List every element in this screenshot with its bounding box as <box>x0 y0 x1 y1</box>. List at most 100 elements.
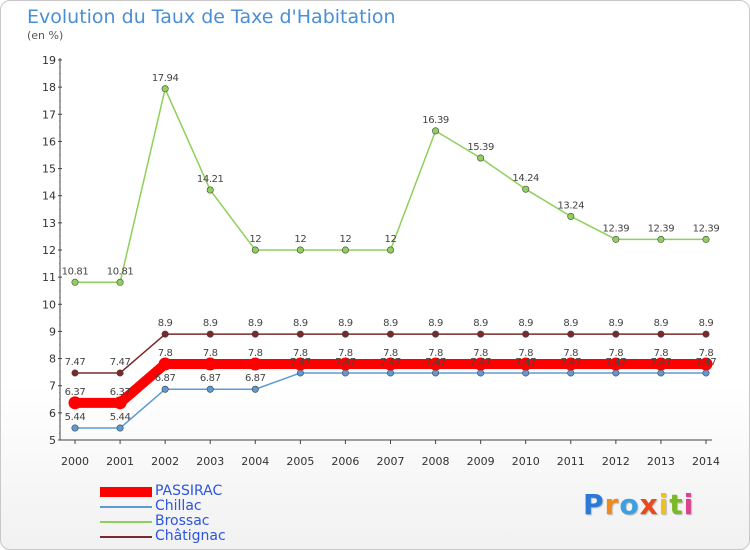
data-point <box>564 357 578 371</box>
legend-item: PASSIRAC <box>100 483 300 500</box>
data-label: 6.87 <box>200 373 221 384</box>
data-point <box>206 385 214 393</box>
proxiti-logo: Proxiti <box>583 488 695 521</box>
data-label: 7.47 <box>470 357 491 368</box>
data-label: 7.47 <box>560 357 581 368</box>
data-label: 7.47 <box>651 357 672 368</box>
data-point <box>432 330 440 338</box>
data-point <box>206 330 214 338</box>
data-label: 8.9 <box>338 318 353 329</box>
data-label: 10.81 <box>107 266 134 277</box>
y-tick-label: 10 <box>42 298 56 311</box>
data-label: 7.8 <box>338 348 353 359</box>
x-tick-label: 2005 <box>286 455 314 468</box>
data-point <box>251 330 259 338</box>
data-label: 7.8 <box>699 348 714 359</box>
chart-title: Evolution du Taux de Taxe d'Habitation <box>27 6 396 28</box>
legend-item: Châtignac <box>100 528 300 545</box>
legend-label: Chillac <box>155 498 202 514</box>
data-point <box>161 385 169 393</box>
data-label: 8.9 <box>428 318 443 329</box>
data-point <box>612 330 620 338</box>
data-label: 7.8 <box>428 348 443 359</box>
data-label: 8.9 <box>158 318 173 329</box>
data-point <box>296 369 304 377</box>
data-label: 12.39 <box>693 223 720 234</box>
data-label: 15.39 <box>467 142 494 153</box>
chart-unit: (en %) <box>27 29 64 42</box>
y-tick-label: 14 <box>42 190 56 203</box>
data-label: 8.9 <box>473 318 488 329</box>
y-tick-label: 9 <box>49 325 56 338</box>
data-label: 8.9 <box>203 318 218 329</box>
y-tick-label: 13 <box>42 217 56 230</box>
data-point <box>657 330 665 338</box>
legend-label: Châtignac <box>155 528 226 544</box>
y-tick-label: 18 <box>42 81 56 94</box>
data-point <box>116 369 124 377</box>
data-label: 7.8 <box>158 348 173 359</box>
chart-legend: PASSIRAC Chillac Brossac Châtignac <box>100 483 300 545</box>
x-tick-label: 2008 <box>422 455 450 468</box>
data-point <box>522 330 530 338</box>
data-point <box>161 330 169 338</box>
data-label: 7.8 <box>654 348 669 359</box>
x-tick-label: 2000 <box>61 455 89 468</box>
x-tick-label: 2002 <box>151 455 179 468</box>
legend-swatch <box>100 536 152 538</box>
data-label: 7.47 <box>335 357 356 368</box>
data-label: 12 <box>249 234 261 245</box>
data-point <box>296 246 304 254</box>
data-label: 12.39 <box>603 223 630 234</box>
data-point <box>293 357 307 371</box>
data-point <box>519 357 533 371</box>
data-point <box>384 357 397 371</box>
x-tick-label: 2013 <box>647 455 675 468</box>
data-label: 6.87 <box>155 373 176 384</box>
data-label: 7.47 <box>290 357 311 368</box>
data-label: 12.39 <box>648 223 675 234</box>
legend-swatch <box>100 506 152 508</box>
y-tick-label: 15 <box>42 163 56 176</box>
data-label: 7.8 <box>248 348 263 359</box>
data-label: 6.37 <box>110 387 131 398</box>
data-label: 16.39 <box>422 115 449 126</box>
data-label: 7.8 <box>518 348 533 359</box>
data-point <box>203 357 217 371</box>
data-label: 7.8 <box>608 348 623 359</box>
data-label: 8.9 <box>383 318 398 329</box>
data-label: 7.47 <box>65 357 86 368</box>
data-point <box>477 154 485 162</box>
legend-label: PASSIRAC <box>155 483 223 499</box>
data-point <box>161 85 169 93</box>
y-tick-label: 8 <box>49 353 56 366</box>
data-point <box>657 235 665 243</box>
data-point <box>612 369 620 377</box>
data-point <box>522 185 530 193</box>
x-tick-label: 2001 <box>106 455 134 468</box>
data-point <box>386 369 394 377</box>
legend-item: Brossac <box>100 514 300 530</box>
data-label: 8.9 <box>248 318 263 329</box>
data-point <box>341 369 349 377</box>
data-point <box>113 396 127 410</box>
data-point <box>341 246 349 254</box>
legend-item: Chillac <box>100 498 300 515</box>
x-tick-label: 2006 <box>331 455 359 468</box>
x-tick-label: 2007 <box>377 455 405 468</box>
data-label: 14.21 <box>197 174 224 185</box>
data-label: 7.47 <box>696 357 717 368</box>
data-label: 17.94 <box>152 73 179 84</box>
data-label: 7.47 <box>110 357 131 368</box>
data-point <box>432 127 440 135</box>
data-label: 14.24 <box>512 173 539 184</box>
data-point <box>206 186 214 194</box>
data-point <box>567 212 575 220</box>
data-point <box>612 235 620 243</box>
data-label: 7.47 <box>380 357 401 368</box>
data-label: 8.9 <box>654 318 669 329</box>
y-tick-label: 5 <box>49 434 56 447</box>
data-point <box>251 385 259 393</box>
